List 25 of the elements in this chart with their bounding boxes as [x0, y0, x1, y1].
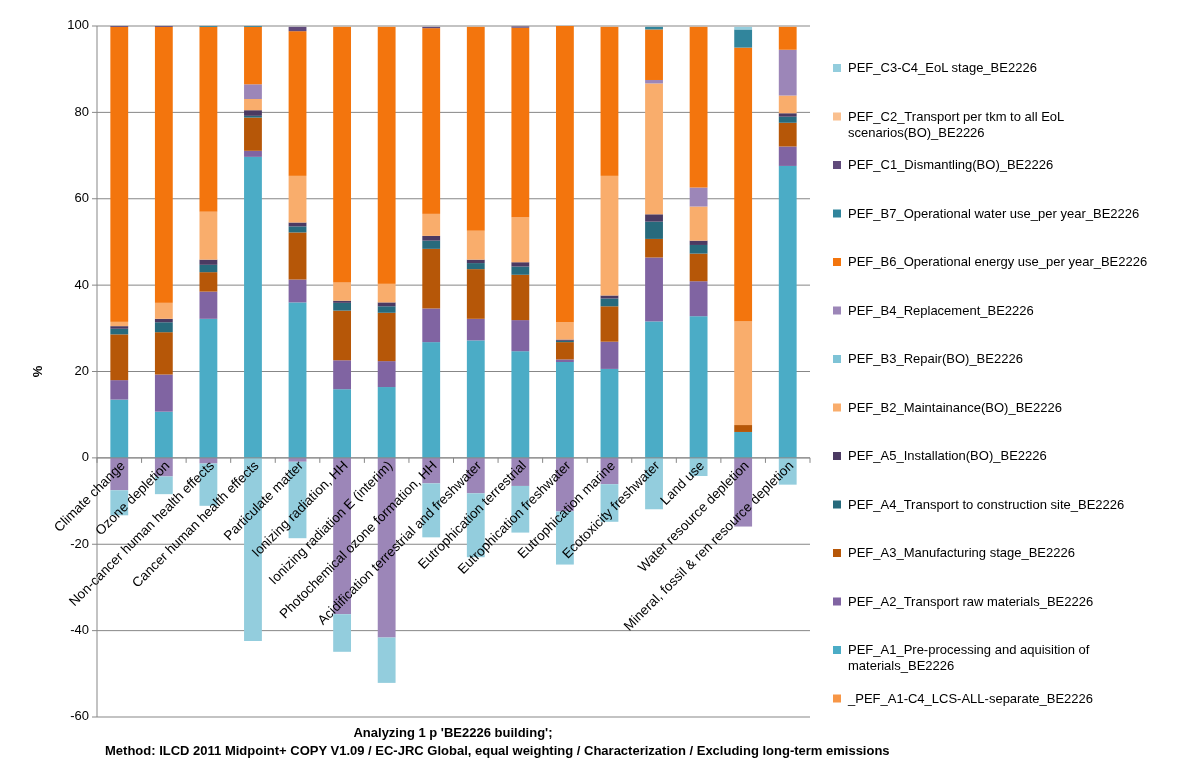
y-tick-label: -60 — [70, 708, 89, 724]
legend-label: PEF_A3_Manufacturing stage_BE2226 — [848, 545, 1075, 561]
legend-label: PEF_B2_Maintainance(BO)_BE2226 — [848, 399, 1062, 415]
legend-label: _PEF_A1-C4_LCS-ALL-separate_BE2226 — [847, 690, 1093, 706]
y-tick-label: 60 — [74, 190, 89, 206]
x-axis-title: Analyzing 1 p 'BE2226 building'; Method: ILCD 2011 Midpoint+ COPY V1.09 / EC-JRC Global, equal weighting / Characterization / Excluding long-term emissions — [105, 725, 890, 758]
legend-label: PEF_A1_Pre-processing and aquisition of materials_BE2226 — [848, 642, 1090, 674]
y-tick-label: 40 — [74, 276, 89, 292]
legend-label: PEF_C1_Dismantling(BO)_BE2226 — [848, 157, 1054, 173]
y-tick-label: 20 — [74, 362, 89, 378]
legend-label: PEF_A2_Transport raw materials_BE2226 — [848, 593, 1094, 609]
legend-label: PEF_B7_Operational water use_per year_BE2226 — [848, 205, 1140, 221]
y-tick-label: -40 — [70, 622, 89, 638]
y-tick-label: 0 — [81, 449, 89, 465]
y-tick-label: -20 — [70, 535, 89, 551]
legend-label: PEF_B4_Replacement_BE2226 — [848, 302, 1034, 318]
legend-label: PEF_C2_Transport per tkm to all EoL scenarios(BO)_BE2226 — [848, 108, 1065, 140]
y-axis-title: % — [30, 365, 45, 378]
legend-label: PEF_A4_Transport to construction site_BE2226 — [848, 496, 1125, 512]
legend-label: PEF_A5_Installation(BO)_BE2226 — [848, 448, 1047, 464]
y-tick-label: 80 — [74, 103, 89, 119]
legend-label: PEF_C3-C4_EoL stage_BE2226 — [848, 60, 1037, 76]
legend-label: PEF_B6_Operational energy use_per year_BE2226 — [848, 254, 1148, 270]
y-tick-label: 100 — [67, 17, 89, 33]
legend-label: PEF_B3_Repair(BO)_BE2226 — [848, 351, 1023, 367]
